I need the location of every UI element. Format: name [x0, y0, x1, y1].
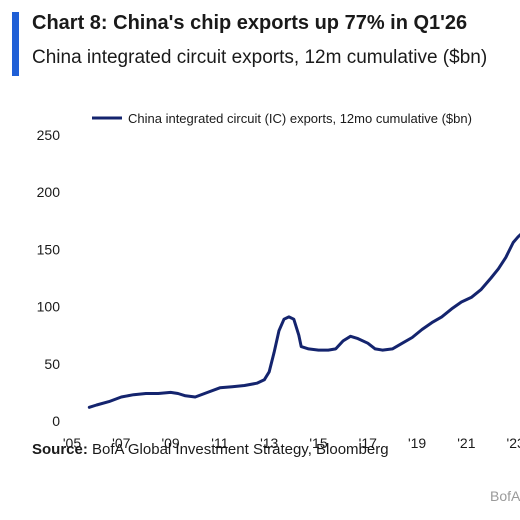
x-tick-label: '07: [112, 435, 130, 450]
source-note: Source: BofA Global Investment Strategy,…: [32, 441, 389, 458]
brand-watermark: BofA: [490, 488, 520, 504]
chart-title: Chart 8: China's chip exports up 77% in …: [32, 12, 468, 34]
y-tick-label: 0: [52, 413, 60, 429]
plot-area: [87, 233, 520, 409]
source-text: BofA Global Investment Strategy, Bloombe…: [87, 441, 389, 458]
legend-label: China integrated circuit (IC) exports, 1…: [128, 111, 472, 126]
source-label: Source:: [32, 441, 88, 458]
y-tick-label: 100: [37, 299, 61, 315]
y-tick-label: 50: [44, 356, 60, 372]
x-tick-label: '05: [63, 435, 81, 450]
x-axis: '05 '07 '09 '11 '13 '15 '17 '19 '21 '23: [63, 435, 520, 450]
x-tick-label: '09: [161, 435, 179, 450]
x-tick-label: '23: [507, 435, 520, 450]
y-tick-label: 250: [37, 127, 61, 143]
x-tick-label: '17: [359, 435, 377, 450]
line-chart: China integrated circuit (IC) exports, 1…: [37, 111, 520, 450]
x-tick-label: '19: [408, 435, 426, 450]
y-tick-label: 150: [37, 241, 61, 257]
x-tick-label: '13: [260, 435, 278, 450]
x-tick-label: '11: [211, 435, 228, 450]
series-line: [87, 233, 520, 409]
title-accent-bar: [12, 12, 19, 76]
x-tick-label: '21: [457, 435, 475, 450]
y-tick-label: 200: [37, 184, 61, 200]
legend: China integrated circuit (IC) exports, 1…: [92, 111, 472, 126]
chart-subtitle: China integrated circuit exports, 12m cu…: [32, 47, 488, 68]
x-tick-label: '15: [309, 435, 327, 450]
y-axis: 0 50 100 150 200 250: [37, 127, 61, 429]
